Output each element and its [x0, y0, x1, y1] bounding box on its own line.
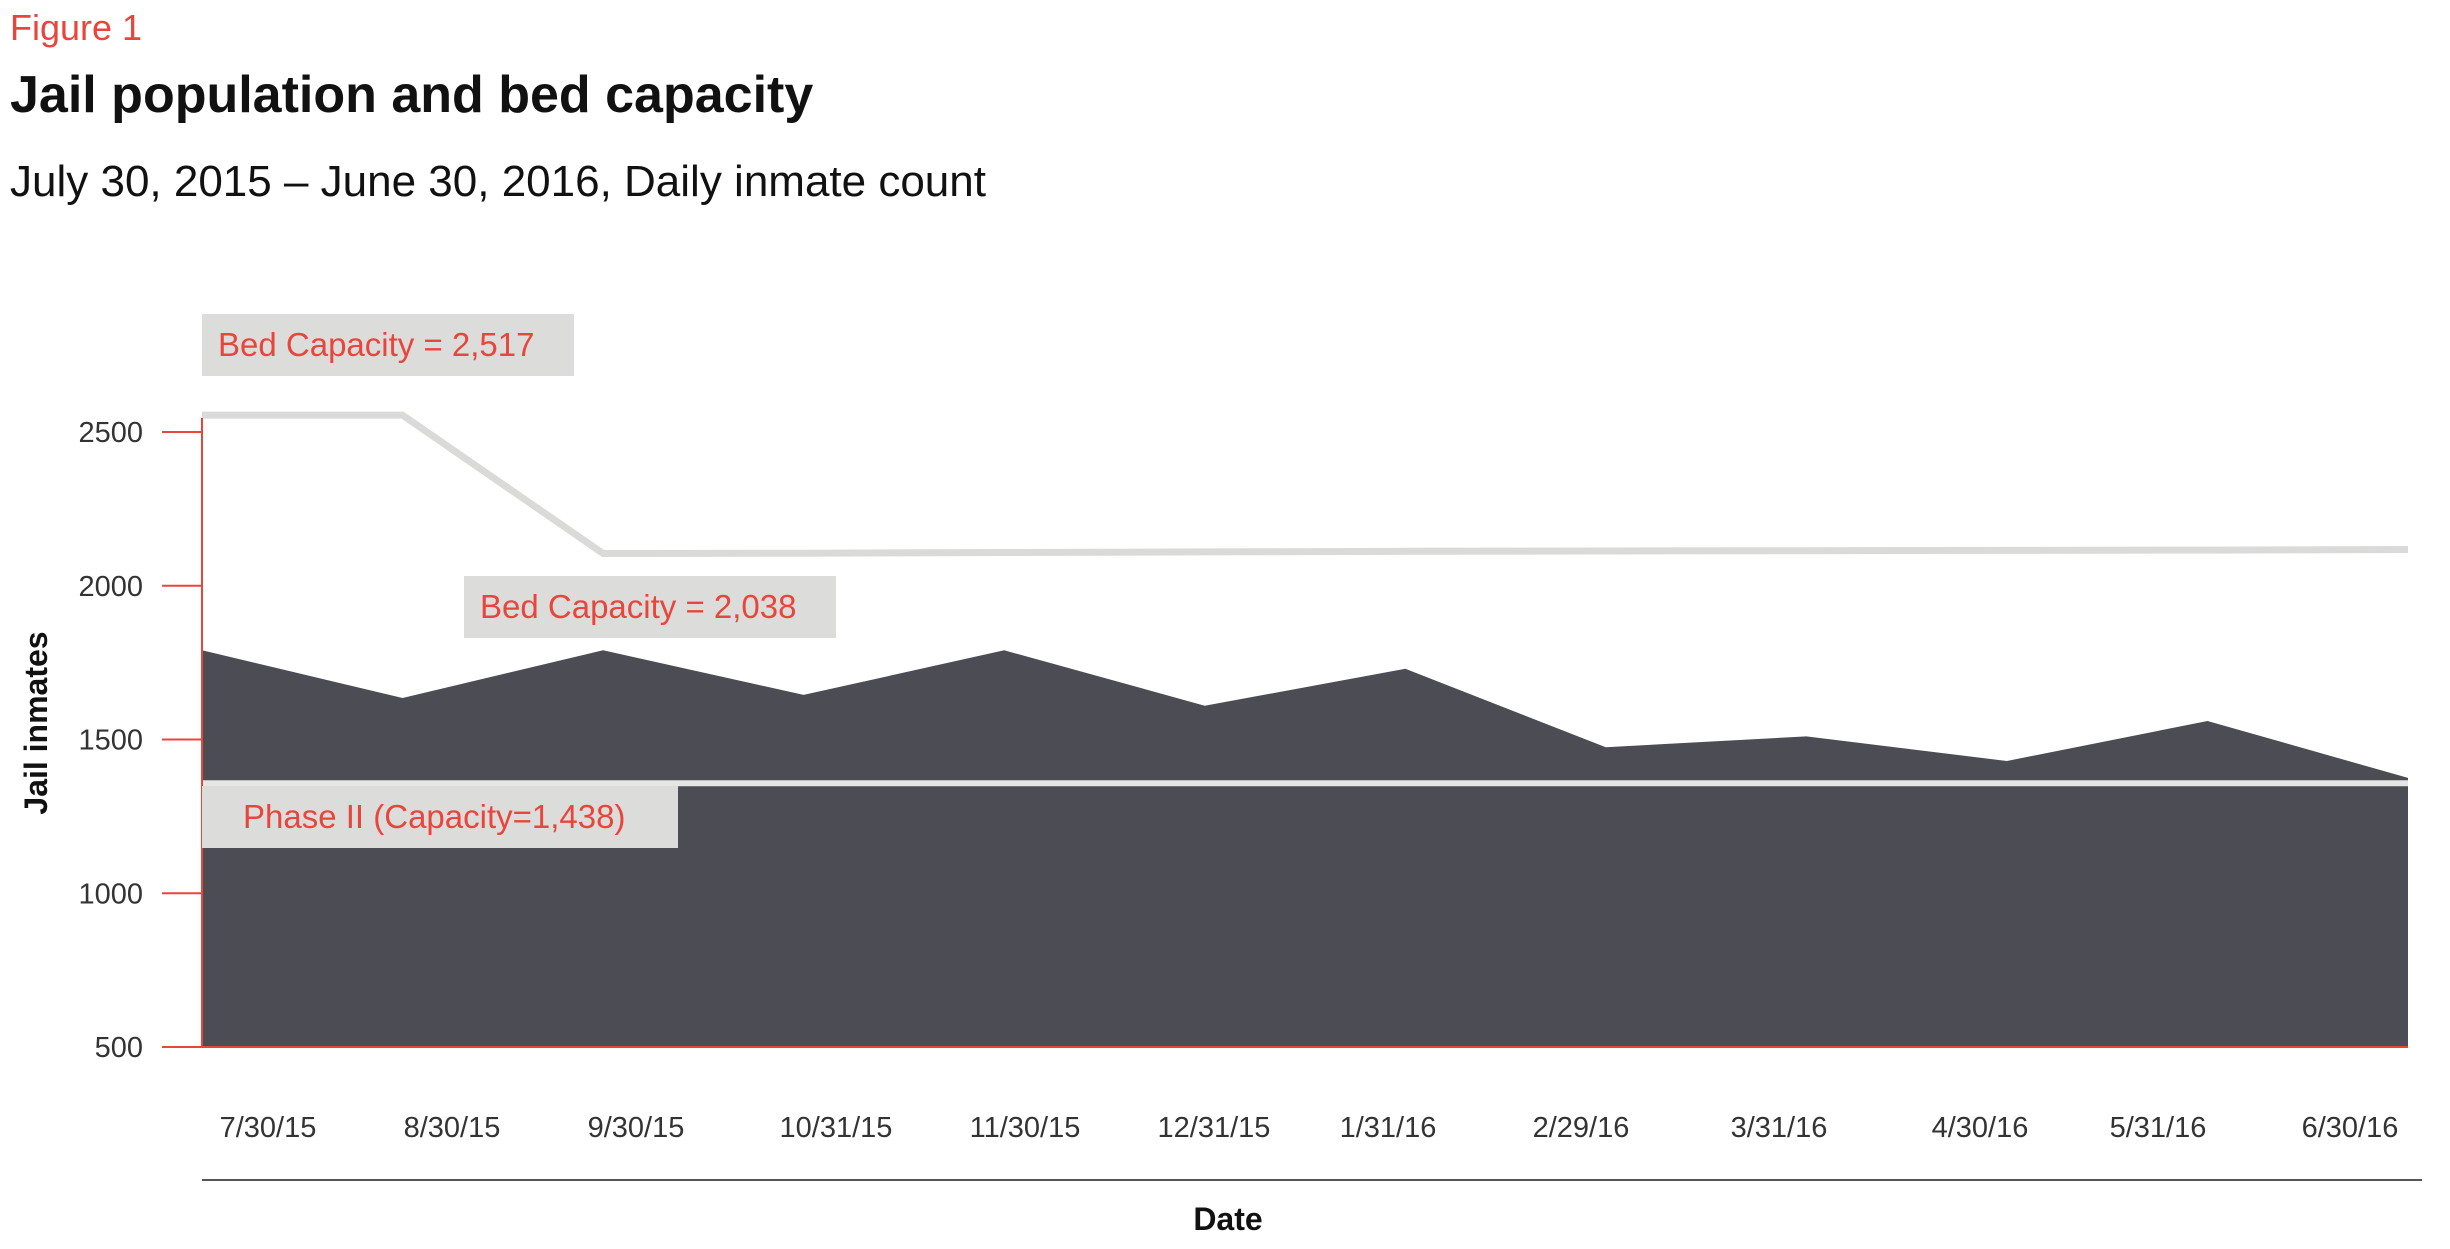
- x-tick-label: 10/31/15: [780, 1112, 893, 1144]
- y-axis-title: Jail inmates: [18, 631, 54, 814]
- x-tick-label: 3/31/16: [1731, 1112, 1828, 1144]
- y-tick-label: 1500: [78, 725, 143, 757]
- callout-text: Bed Capacity = 2,517: [218, 326, 534, 363]
- population-area: [202, 650, 2408, 1047]
- x-tick-label: 9/30/15: [588, 1112, 685, 1144]
- x-tick-label: 1/31/16: [1340, 1112, 1437, 1144]
- bed-capacity-2038-callout: Bed Capacity = 2,038: [464, 576, 836, 638]
- y-tick-label: 500: [95, 1032, 143, 1064]
- bed-capacity-2517-callout: Bed Capacity = 2,517: [202, 314, 574, 376]
- x-tick-label: 11/30/15: [970, 1112, 1081, 1144]
- phase-ii-capacity-callout: Phase II (Capacity=1,438): [202, 786, 678, 848]
- callout-box: [202, 314, 574, 376]
- chart-title: Jail population and bed capacity: [10, 66, 813, 124]
- y-tick-label: 1000: [78, 878, 143, 910]
- annotations: Bed Capacity = 2,517 Bed Capacity = 2,038…: [202, 314, 836, 848]
- x-tick-label: 4/30/16: [1932, 1112, 2029, 1144]
- x-tick-label: 5/31/16: [2110, 1112, 2207, 1144]
- callout-box: [202, 786, 678, 848]
- y-tick-label: 2500: [78, 417, 143, 449]
- callout-box: [464, 576, 836, 638]
- figure-label: Figure 1: [10, 7, 142, 48]
- y-axis: 500 1000 1500 2000 2500: [78, 417, 203, 1064]
- x-axis: 7/30/15 8/30/15 9/30/15 10/31/15 11/30/15 12/…: [202, 1046, 2422, 1181]
- plot-area: [202, 411, 2409, 1047]
- x-tick-label: 6/30/16: [2302, 1112, 2399, 1144]
- callout-text: Phase II (Capacity=1,438): [243, 798, 625, 835]
- x-axis-title: Date: [1193, 1201, 1262, 1237]
- x-tick-label: 7/30/15: [220, 1112, 317, 1144]
- y-tick-label: 2000: [78, 571, 143, 603]
- chart-subtitle: July 30, 2015 – June 30, 2016, Daily inm…: [10, 157, 986, 206]
- x-tick-label: 2/29/16: [1533, 1112, 1630, 1144]
- callout-text: Bed Capacity = 2,038: [480, 588, 796, 625]
- x-tick-label: 12/31/15: [1158, 1112, 1271, 1144]
- bed-capacity-line: [202, 411, 2409, 558]
- x-tick-label: 8/30/15: [404, 1112, 501, 1144]
